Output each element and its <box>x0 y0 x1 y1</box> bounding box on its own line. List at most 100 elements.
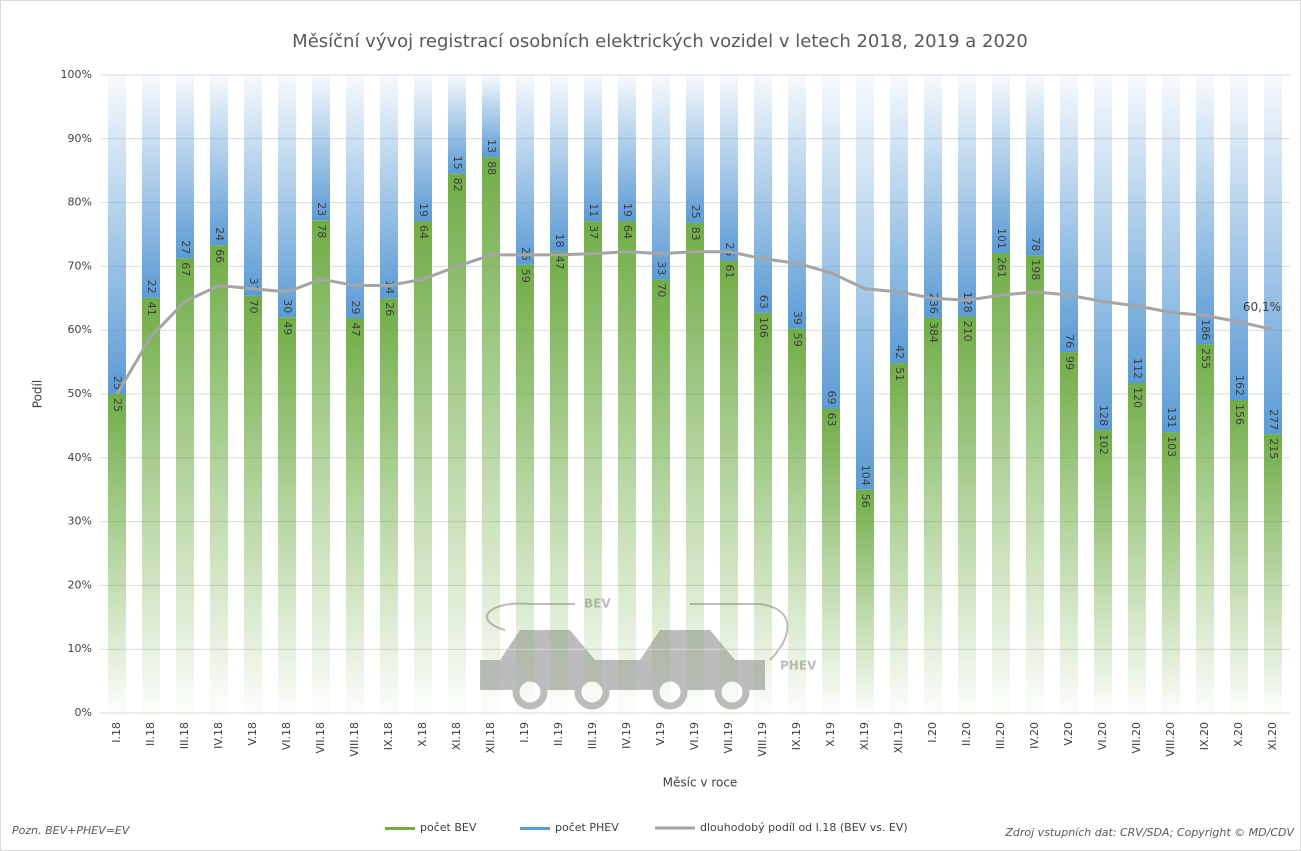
data-label: 64 <box>417 225 430 239</box>
bar-segment <box>1060 352 1078 713</box>
data-label: 112 <box>1131 358 1144 379</box>
x-tick-label: VII.20 <box>1130 722 1143 754</box>
data-label: 384 <box>927 322 940 343</box>
data-label: 29 <box>349 300 362 314</box>
data-label: 18 <box>553 234 566 248</box>
data-label: 27 <box>179 240 192 254</box>
x-tick-label: IV.18 <box>212 722 225 749</box>
data-label: 33 <box>655 261 668 275</box>
data-label: 25 <box>723 242 736 256</box>
data-label: 236 <box>927 293 940 314</box>
data-label: 102 <box>1097 434 1110 455</box>
bar-segment <box>516 75 534 265</box>
bar-segment <box>1128 75 1146 383</box>
x-tick-label: II.20 <box>960 722 973 746</box>
data-label: 131 <box>1165 407 1178 428</box>
bar-segment <box>1026 255 1044 713</box>
data-label: 255 <box>1199 348 1212 369</box>
data-label: 14 <box>383 280 396 294</box>
bar-segment <box>176 258 194 713</box>
x-tick-label: VII.18 <box>314 722 327 754</box>
legend-label: počet BEV <box>420 821 477 834</box>
bar-segment <box>1162 432 1180 713</box>
x-tick-label: III.19 <box>586 722 599 749</box>
bar-segment <box>1026 75 1044 256</box>
data-label: 24 <box>213 227 226 241</box>
bar-segment <box>312 75 330 221</box>
bar-segment <box>210 75 228 246</box>
data-label: 104 <box>859 465 872 486</box>
legend-label: dlouhodobý podíl od I.18 (BEV vs. EV) <box>700 821 908 834</box>
x-tick-label: IV.20 <box>1028 722 1041 749</box>
x-tick-label: I.19 <box>518 722 531 743</box>
data-label: 76 <box>1063 334 1076 348</box>
bar-segment <box>1230 400 1248 713</box>
bar-segment <box>278 75 296 318</box>
bar-segment <box>482 157 500 714</box>
data-label: 198 <box>1029 259 1042 280</box>
bar-segment <box>278 317 296 713</box>
x-tick-label: XI.18 <box>450 722 463 750</box>
data-label: 78 <box>315 224 328 238</box>
bar-segment <box>822 75 840 409</box>
data-label: 101 <box>995 228 1008 249</box>
x-tick-label: III.18 <box>178 722 191 749</box>
data-label: 63 <box>757 295 770 309</box>
bar-segment <box>890 75 908 364</box>
y-tick-label: 30% <box>68 515 92 528</box>
y-tick-label: 60% <box>68 323 92 336</box>
y-tick-label: 100% <box>61 68 92 81</box>
x-tick-label: I.18 <box>110 722 123 743</box>
x-tick-label: XII.19 <box>892 722 905 754</box>
data-label: 67 <box>179 262 192 276</box>
bar-segment <box>1128 383 1146 713</box>
x-tick-label: I.20 <box>926 722 939 743</box>
data-label: 26 <box>383 302 396 316</box>
bar-segment <box>414 221 432 713</box>
x-tick-label: II.18 <box>144 722 157 746</box>
bar-segment <box>1094 75 1112 431</box>
data-label: 42 <box>893 345 906 359</box>
data-label: 186 <box>1199 319 1212 340</box>
x-tick-label: IX.20 <box>1198 722 1211 750</box>
legend-swatch <box>385 827 415 830</box>
bar-segment <box>958 75 976 317</box>
bar-segment <box>822 408 840 713</box>
bar-segment <box>380 75 398 299</box>
data-label: 13 <box>485 139 498 153</box>
bar-segment <box>108 75 126 394</box>
bar-segment <box>1230 75 1248 401</box>
bar-segment <box>992 75 1010 254</box>
x-tick-label: VI.18 <box>280 722 293 750</box>
x-axis-label: Měsíc v roce <box>663 776 738 790</box>
data-label: 25 <box>111 398 124 412</box>
data-label: 261 <box>995 257 1008 278</box>
data-label: 49 <box>281 321 294 335</box>
bar-segment <box>584 75 602 222</box>
data-label: 15 <box>451 156 464 170</box>
data-label: 106 <box>757 317 770 338</box>
note: Pozn. BEV+PHEV=EV <box>12 824 131 837</box>
data-label: 88 <box>485 161 498 175</box>
x-tick-label: VI.20 <box>1096 722 1109 750</box>
data-label: 51 <box>893 367 906 381</box>
bar-segment <box>550 251 568 713</box>
bar-segment <box>788 75 806 329</box>
bar-segment <box>754 312 772 713</box>
data-label: 69 <box>825 391 838 405</box>
data-label: 120 <box>1131 387 1144 408</box>
bar-segment <box>1264 75 1282 435</box>
x-tick-label: VIII.19 <box>756 722 769 757</box>
bar-segment <box>856 75 874 490</box>
x-tick-label: XI.19 <box>858 722 871 750</box>
y-tick-label: 10% <box>68 642 92 655</box>
bar-segment <box>720 75 738 261</box>
bar-segment <box>1264 434 1282 713</box>
data-label: 39 <box>791 311 804 325</box>
bar-segment <box>210 245 228 713</box>
bar-segment <box>346 318 364 713</box>
bar-segment <box>1196 75 1214 345</box>
y-tick-label: 0% <box>75 706 92 719</box>
data-label: 156 <box>1233 404 1246 425</box>
line-label: 60,1% <box>1243 300 1281 314</box>
